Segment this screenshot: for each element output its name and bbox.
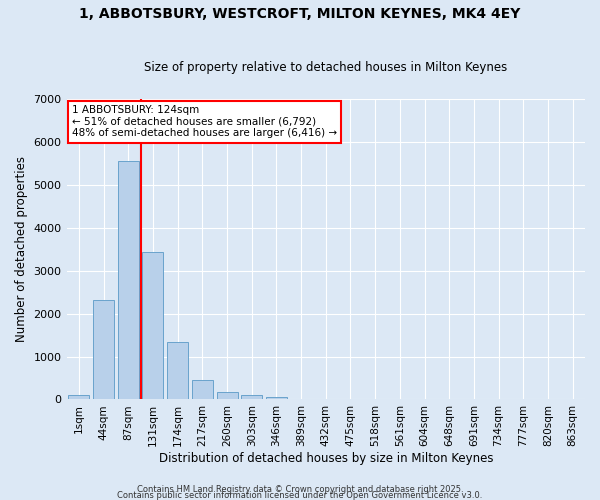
Title: Size of property relative to detached houses in Milton Keynes: Size of property relative to detached ho…	[144, 62, 508, 74]
Bar	[241, 395, 262, 400]
Text: 1 ABBOTSBURY: 124sqm
← 51% of detached houses are smaller (6,792)
48% of semi-de: 1 ABBOTSBURY: 124sqm ← 51% of detached h…	[72, 106, 337, 138]
Bar	[142, 252, 163, 400]
Bar	[68, 395, 89, 400]
Bar	[266, 397, 287, 400]
Y-axis label: Number of detached properties: Number of detached properties	[15, 156, 28, 342]
Bar	[192, 380, 213, 400]
Bar	[217, 392, 238, 400]
Text: 1, ABBOTSBURY, WESTCROFT, MILTON KEYNES, MK4 4EY: 1, ABBOTSBURY, WESTCROFT, MILTON KEYNES,…	[79, 8, 521, 22]
Text: Contains HM Land Registry data © Crown copyright and database right 2025.: Contains HM Land Registry data © Crown c…	[137, 484, 463, 494]
Bar	[93, 300, 114, 400]
Bar	[118, 161, 139, 400]
X-axis label: Distribution of detached houses by size in Milton Keynes: Distribution of detached houses by size …	[158, 452, 493, 465]
Text: Contains public sector information licensed under the Open Government Licence v3: Contains public sector information licen…	[118, 490, 482, 500]
Bar	[167, 342, 188, 400]
